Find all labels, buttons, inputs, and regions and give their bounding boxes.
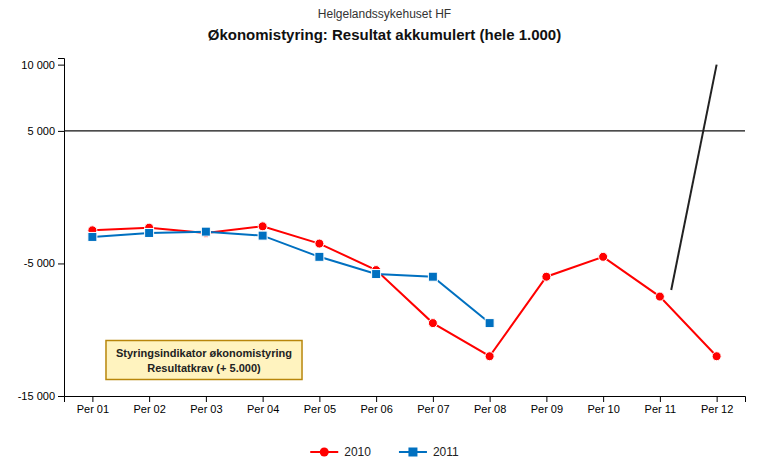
point xyxy=(712,352,721,361)
annotation-line: Resultatkrav (+ 5.000) xyxy=(147,362,261,374)
point xyxy=(88,232,97,241)
y-tick: 10 000 xyxy=(21,59,64,71)
series-line xyxy=(671,65,716,290)
legend-label: 2011 xyxy=(433,445,459,459)
y-tick-label: -5 000 xyxy=(24,257,55,269)
legend-item: 2010 xyxy=(310,445,371,459)
x-tick-mark xyxy=(206,396,207,402)
legend-label: 2010 xyxy=(344,445,371,459)
x-tick-label: Per 09 xyxy=(531,403,563,415)
point xyxy=(599,252,608,261)
y-tick-mark xyxy=(58,65,64,66)
point xyxy=(485,352,494,361)
point xyxy=(315,252,324,261)
reference-line xyxy=(64,130,745,131)
x-tick-mark xyxy=(263,396,264,402)
x-tick-label: Per 04 xyxy=(247,403,279,415)
x-tick-label: Per 10 xyxy=(587,403,619,415)
point xyxy=(258,231,267,240)
x-tick: Per 02 xyxy=(133,396,165,415)
x-tick: Per 11 xyxy=(645,396,677,415)
y-tick: -5 000 xyxy=(24,257,64,269)
x-tick-mark xyxy=(660,396,661,402)
point xyxy=(428,319,437,328)
point xyxy=(655,292,664,301)
y-tick-label: -15 000 xyxy=(18,390,55,402)
x-tick: Per 07 xyxy=(417,396,449,415)
annotation-text: Styringsindikator økonomistyring Resultat… xyxy=(116,347,292,374)
x-tick-label: Per 07 xyxy=(417,403,449,415)
x-axis: Per 01 Per 02 Per 03 Per 04 Per 05 Per 06 Per … xyxy=(65,396,746,415)
x-tick-mark xyxy=(376,396,377,402)
point xyxy=(145,228,154,237)
y-tick-mark xyxy=(58,263,64,264)
point xyxy=(258,222,267,231)
x-tick-mark xyxy=(319,396,320,402)
x-tick: Per 09 xyxy=(531,396,563,415)
x-tick-mark xyxy=(546,396,547,402)
x-tick-label: Per 02 xyxy=(133,403,165,415)
legend-marker xyxy=(320,448,329,457)
legend-item: 2011 xyxy=(399,445,459,459)
x-tick-label: Per 05 xyxy=(304,403,336,415)
x-tick-mark xyxy=(149,396,150,402)
x-tick-label: Per 11 xyxy=(645,403,677,415)
x-tick: Per 03 xyxy=(190,396,222,415)
x-tick-label: Per 06 xyxy=(360,403,392,415)
x-tick-label: Per 03 xyxy=(190,403,222,415)
legend: 2010 2011 xyxy=(310,445,459,459)
y-tick-mark xyxy=(58,396,64,397)
y-tick: -15 000 xyxy=(18,390,64,402)
series-line xyxy=(92,226,716,356)
annotation: Styringsindikator økonomistyring Resultat… xyxy=(106,341,302,380)
y-axis: -15 000 -5 000 5 000 10 000 xyxy=(18,59,65,403)
subtitle: Helgelandssykehuset HF xyxy=(318,7,451,21)
point xyxy=(428,272,437,281)
y-axis-line xyxy=(58,59,65,397)
x-tick-mark xyxy=(490,396,491,402)
y-tick-label: 5 000 xyxy=(27,125,55,137)
x-tick-mark xyxy=(717,396,718,402)
x-tick: Per 12 xyxy=(701,396,733,415)
y-tick-label: 10 000 xyxy=(21,59,55,71)
x-tick: Per 05 xyxy=(304,396,336,415)
x-tick-label: Per 12 xyxy=(701,403,733,415)
x-tick: Per 08 xyxy=(474,396,506,415)
point xyxy=(542,272,551,281)
series-line xyxy=(92,232,489,323)
x-tick: Per 01 xyxy=(77,396,109,415)
x-tick: Per 10 xyxy=(587,396,619,415)
legend-marker xyxy=(408,448,417,457)
x-tick-mark xyxy=(92,396,93,402)
chart: Helgelandssykehuset HF Økonomistyring: Re… xyxy=(0,0,769,476)
point xyxy=(201,227,210,236)
y-tick: 5 000 xyxy=(27,125,64,137)
x-tick-mark xyxy=(603,396,604,402)
annotation-line: Styringsindikator økonomistyring xyxy=(116,347,292,359)
x-tick-label: Per 01 xyxy=(77,403,109,415)
x-tick: Per 06 xyxy=(360,396,392,415)
point xyxy=(372,270,381,279)
y-tick-mark xyxy=(58,131,64,132)
annotation-box xyxy=(106,341,302,380)
point xyxy=(315,239,324,248)
x-tick: Per 04 xyxy=(247,396,279,415)
point xyxy=(485,319,494,328)
x-tick-label: Per 08 xyxy=(474,403,506,415)
plot-area xyxy=(64,65,745,361)
title: Økonomistyring: Resultat akkumulert (hel… xyxy=(208,26,561,43)
x-tick-mark xyxy=(433,396,434,402)
x-axis-line xyxy=(65,397,746,403)
